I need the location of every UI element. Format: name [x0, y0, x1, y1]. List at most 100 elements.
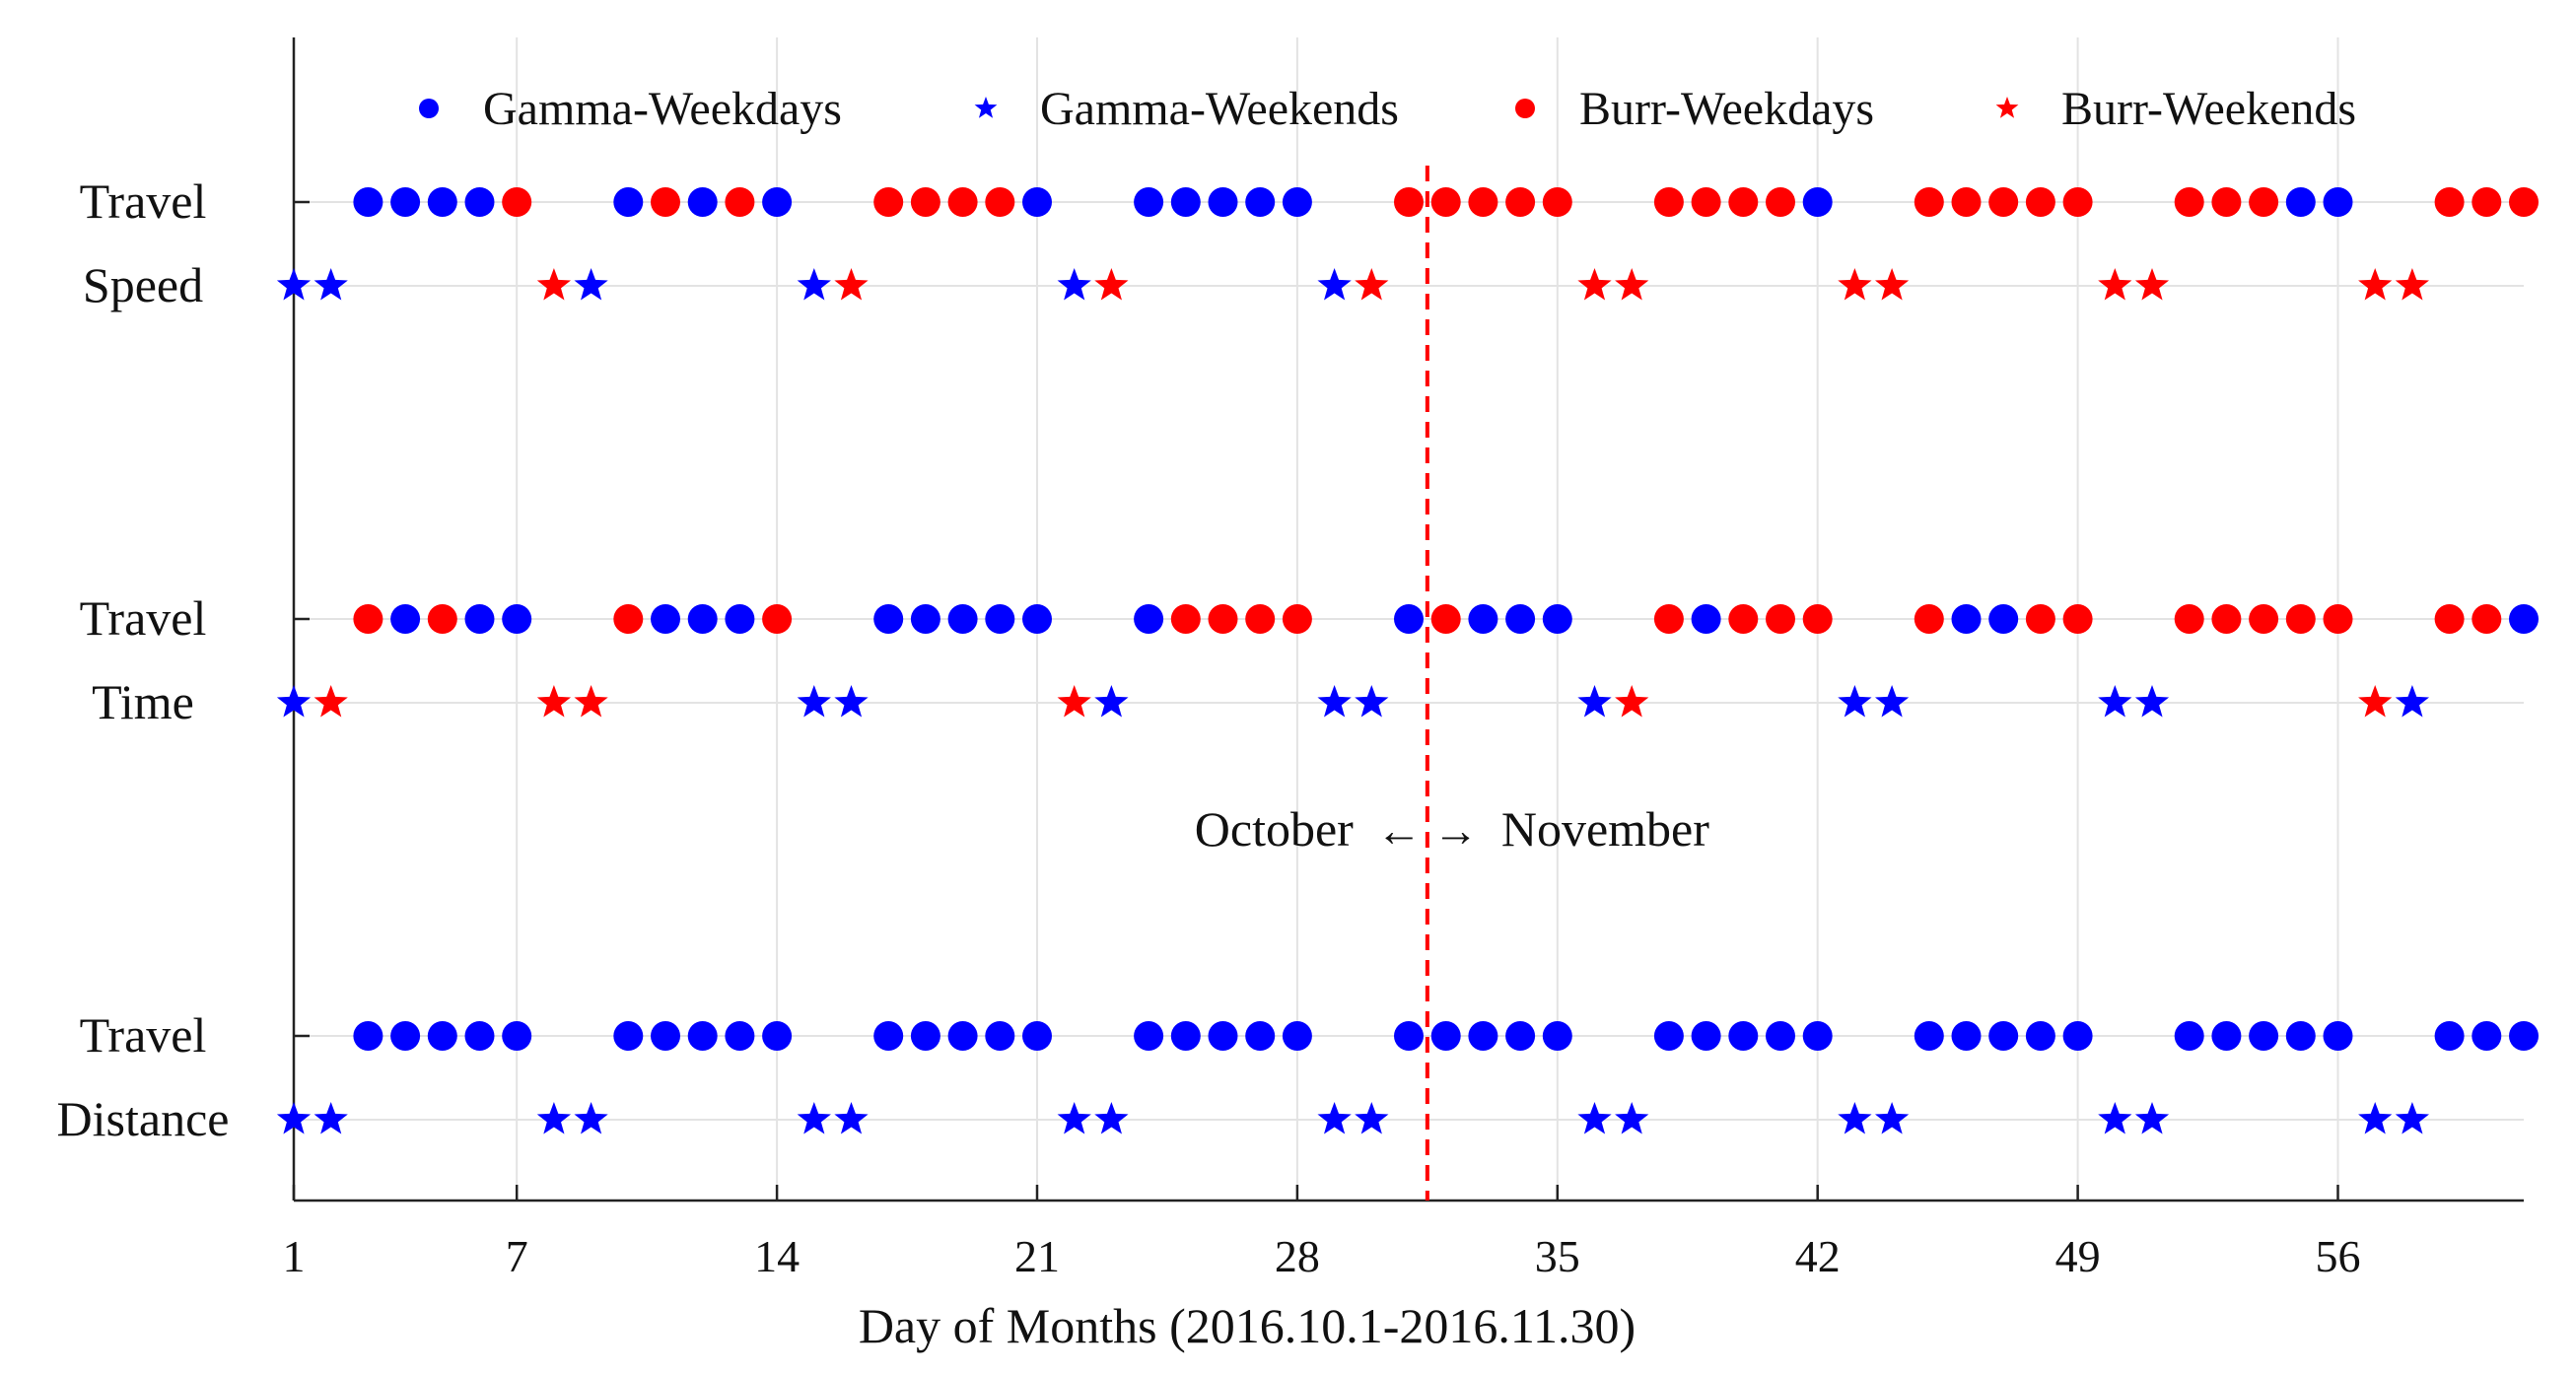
burr-weekday-point — [2025, 187, 2055, 217]
x-tick-label: 42 — [1795, 1231, 1841, 1281]
gamma-weekend-point — [2134, 685, 2170, 718]
x-axis-label: Day of Months (2016.10.1-2016.11.30) — [859, 1298, 1636, 1353]
burr-weekday-point — [2211, 187, 2242, 217]
burr-weekday-point — [985, 187, 1015, 217]
axes — [292, 37, 2524, 1202]
burr-weekday-point — [1394, 187, 1424, 217]
x-tick-label: 35 — [1535, 1231, 1580, 1281]
gamma-weekday-point — [390, 604, 421, 634]
gamma-weekday-point — [1653, 1021, 1684, 1051]
gamma-weekday-point — [390, 187, 421, 217]
gamma-weekday-point — [1802, 1021, 1833, 1051]
burr-weekday-point — [1430, 187, 1461, 217]
burr-weekend-point — [574, 685, 608, 718]
burr-weekend-point — [1615, 685, 1649, 718]
gamma-weekday-point — [1245, 1021, 1276, 1051]
gamma-weekday-point — [464, 187, 495, 217]
gamma-weekend-point — [1615, 1102, 1649, 1134]
burr-weekend-point — [536, 685, 572, 718]
burr-weekend-point — [1615, 268, 1649, 301]
burr-weekday-point — [1468, 187, 1498, 217]
gamma-weekday-point — [687, 1021, 718, 1051]
gamma-weekday-point — [1245, 187, 1276, 217]
gamma-weekend-point — [1577, 685, 1612, 718]
burr-weekend-point — [536, 268, 572, 301]
burr-weekday-point — [2472, 187, 2502, 217]
gamma-weekday-point — [725, 1021, 755, 1051]
gamma-weekday-point — [1170, 187, 1201, 217]
burr-weekday-point — [725, 187, 755, 217]
x-tick-label: 56 — [2316, 1231, 2361, 1281]
burr-weekday-point — [2434, 187, 2465, 217]
burr-weekday-point — [947, 187, 978, 217]
gamma-weekday-point — [1691, 604, 1721, 634]
gamma-weekend-point — [276, 685, 312, 718]
gamma-weekday-point — [1988, 1021, 2019, 1051]
month-label-november: November — [1501, 801, 1709, 857]
gamma-weekday-point — [427, 187, 457, 217]
y-tick-label: Speed — [83, 257, 203, 312]
burr-weekday-point — [2062, 604, 2093, 634]
burr-weekday-point — [353, 604, 383, 634]
legend-item: Burr-Weekdays — [1515, 83, 1874, 135]
burr-weekday-point — [2472, 604, 2502, 634]
gamma-weekend-point — [1838, 1102, 1872, 1134]
gamma-weekday-point — [1766, 1021, 1795, 1051]
gamma-weekend-point — [1317, 268, 1352, 301]
gamma-weekday-point — [687, 187, 718, 217]
gamma-weekend-point — [1874, 685, 1910, 718]
y-tick-label: Time — [92, 674, 194, 729]
gamma-weekday-point — [1282, 1021, 1312, 1051]
burr-weekend-point — [2358, 268, 2393, 301]
burr-weekday-point — [1914, 604, 1944, 634]
gamma-weekend-point — [1094, 685, 1129, 718]
y-tick-labels: Travel Speed Travel Time Travel Distance — [57, 173, 230, 1146]
gamma-weekday-point — [762, 1021, 793, 1051]
burr-weekend-point — [2098, 268, 2132, 301]
burr-weekday-point — [1282, 604, 1312, 634]
gamma-weekday-point — [1951, 604, 1982, 634]
gamma-weekend-point — [1874, 1102, 1910, 1134]
gamma-weekday-point — [353, 187, 383, 217]
gamma-weekday-point — [1914, 1021, 1944, 1051]
gamma-weekday-point — [1134, 1021, 1164, 1051]
burr-weekday-point — [2249, 187, 2279, 217]
burr-weekday-point — [1170, 604, 1201, 634]
gamma-weekday-point — [1170, 1021, 1201, 1051]
gamma-weekday-point — [2249, 1021, 2279, 1051]
burr-weekday-point — [2174, 187, 2204, 217]
gamma-weekend-point — [797, 685, 831, 718]
burr-weekday-point — [2323, 604, 2353, 634]
gamma-weekend-point — [1317, 1102, 1352, 1134]
gamma-weekday-point — [2472, 1021, 2502, 1051]
x-tick-label: 1 — [283, 1231, 306, 1281]
burr-weekend-point — [1577, 268, 1612, 301]
gamma-weekday-point — [947, 1021, 978, 1051]
gamma-weekday-point — [1394, 604, 1424, 634]
gamma-weekend-point — [2395, 1102, 2430, 1134]
burr-weekday-point — [1914, 187, 1944, 217]
burr-weekend-point — [2134, 268, 2170, 301]
gamma-weekday-point — [947, 604, 978, 634]
gamma-weekday-point — [1505, 1021, 1536, 1051]
burr-weekend-point — [1874, 268, 1910, 301]
x-tick-label: 21 — [1014, 1231, 1060, 1281]
x-tick-label: 49 — [2055, 1231, 2101, 1281]
gamma-weekday-point — [613, 187, 644, 217]
burr-weekday-point — [1653, 604, 1684, 634]
gamma-weekday-point — [1430, 1021, 1461, 1051]
gamma-weekday-point — [1022, 187, 1052, 217]
burr-weekday-point — [613, 604, 644, 634]
burr-weekday-point — [1802, 604, 1833, 634]
gamma-weekday-point — [1802, 187, 1833, 217]
gamma-weekday-point — [910, 604, 940, 634]
gamma-weekday-point — [1022, 604, 1052, 634]
gamma-weekend-point — [2098, 685, 2132, 718]
gamma-weekend-point — [834, 685, 869, 718]
gamma-weekend-point — [313, 268, 348, 301]
legend: Gamma-Weekdays Gamma-Weekends Burr-Weekday… — [419, 83, 2356, 135]
burr-weekday-point — [2062, 187, 2093, 217]
gamma-weekday-point — [1134, 187, 1164, 217]
